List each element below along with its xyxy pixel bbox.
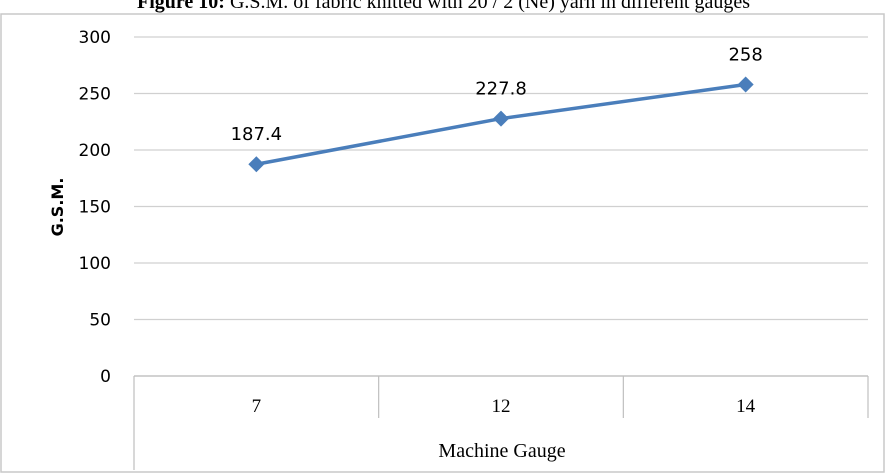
y-tick-labels: 0 50 100 150 200 250 300 [79,28,111,387]
x-axis-label: Machine Gauge [438,440,565,462]
chart-frame [0,13,885,473]
data-label: 227.8 [475,79,527,100]
x-tick-label: 7 [252,396,262,417]
y-tick-label: 100 [79,254,111,274]
y-tick-label: 200 [79,141,111,161]
data-point-marker [737,76,754,93]
figure-caption: Figure 10: G.S.M. of fabric knitted with… [0,0,887,14]
series-layer: 187.4 227.8 258 [231,44,763,173]
y-axis-label: G.S.M. [48,178,67,237]
data-label: 187.4 [231,124,283,145]
y-tick-label: 250 [79,85,111,105]
y-tick-label: 50 [89,311,111,331]
y-tick-label: 0 [100,367,111,387]
x-tick-label: 14 [736,396,756,417]
x-tick-label: 12 [492,396,511,417]
data-label: 258 [728,44,762,65]
x-axis: 7 12 14 [133,375,869,470]
data-point-marker [493,110,509,127]
y-tick-label: 150 [79,198,111,218]
y-tick-label: 300 [79,28,111,48]
figure-caption-text: G.S.M. of fabric knitted with 20 / 2 (Ne… [224,0,750,13]
data-point-marker [248,156,265,173]
figure-caption-number: Figure 10: [136,0,225,13]
